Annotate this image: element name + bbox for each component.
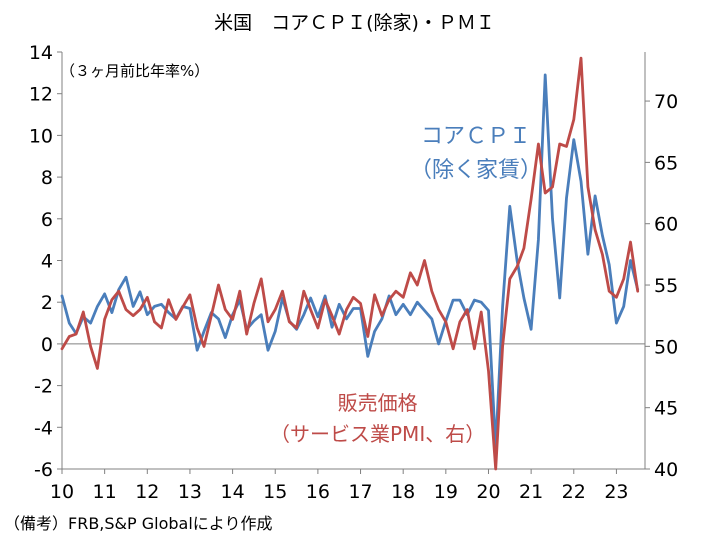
left-tick-label: 0 — [41, 334, 53, 356]
source-note: （備考）FRB,S&P Globalにより作成 — [4, 514, 273, 533]
right-tick-label: 50 — [654, 336, 678, 358]
x-tick-label: 22 — [562, 481, 586, 503]
cpi-label-line2: （除く家賃） — [410, 158, 543, 183]
pmi-series-label: 販売価格 （サービス業PMI、右） — [270, 388, 485, 450]
left-tick-label: 6 — [41, 209, 53, 231]
cpi-label-line1: コアＣＰＩ — [421, 124, 532, 149]
left-tick-label: 4 — [41, 251, 53, 273]
x-tick-label: 19 — [434, 481, 458, 503]
left-tick-label: -6 — [34, 459, 53, 481]
x-tick-label: 12 — [135, 481, 159, 503]
pmi-label-line1: 販売価格 — [337, 391, 418, 415]
right-tick-label: 45 — [654, 398, 678, 420]
x-tick-label: 14 — [220, 481, 244, 503]
left-tick-label: 2 — [41, 292, 53, 314]
pmi-series-line — [60, 56, 640, 471]
left-tick-label: 12 — [29, 84, 53, 106]
unit-note: （３ヶ月前比年率%） — [60, 62, 210, 80]
x-tick-label: 10 — [50, 481, 74, 503]
x-tick-label: 13 — [178, 481, 202, 503]
left-tick-label: 14 — [29, 42, 53, 64]
x-tick-label: 18 — [391, 481, 415, 503]
left-tick-label: -2 — [34, 376, 53, 398]
cpi-series-label: コアＣＰＩ （除く家賃） — [410, 120, 542, 188]
right-tick-label: 55 — [654, 275, 678, 297]
left-tick-label: 10 — [29, 125, 53, 147]
cpi-series-line — [60, 73, 640, 450]
x-tick-label: 21 — [519, 481, 543, 503]
x-tick-label: 15 — [263, 481, 287, 503]
right-tick-label: 70 — [654, 91, 678, 113]
x-tick-label: 16 — [306, 481, 330, 503]
right-tick-label: 65 — [654, 152, 678, 174]
x-tick-label: 11 — [93, 481, 117, 503]
left-tick-label: 8 — [41, 167, 53, 189]
chart-title: 米国 コアＣＰＩ(除家)・ＰＭＩ — [214, 12, 495, 34]
x-tick-label: 17 — [348, 481, 372, 503]
x-tick-label: 20 — [476, 481, 500, 503]
pmi-label-line2: （サービス業PMI、右） — [270, 422, 486, 446]
axes-group: -6 -4 -2 0 2 4 6 8 10 12 14 40 45 50 55 60 65 70 10 11 12 13 1… — [29, 42, 678, 503]
left-tick-label: -4 — [34, 417, 53, 439]
right-tick-label: 60 — [654, 214, 678, 236]
x-tick-label: 23 — [604, 481, 628, 503]
series-layer — [60, 56, 640, 471]
right-tick-label: 40 — [654, 459, 678, 481]
